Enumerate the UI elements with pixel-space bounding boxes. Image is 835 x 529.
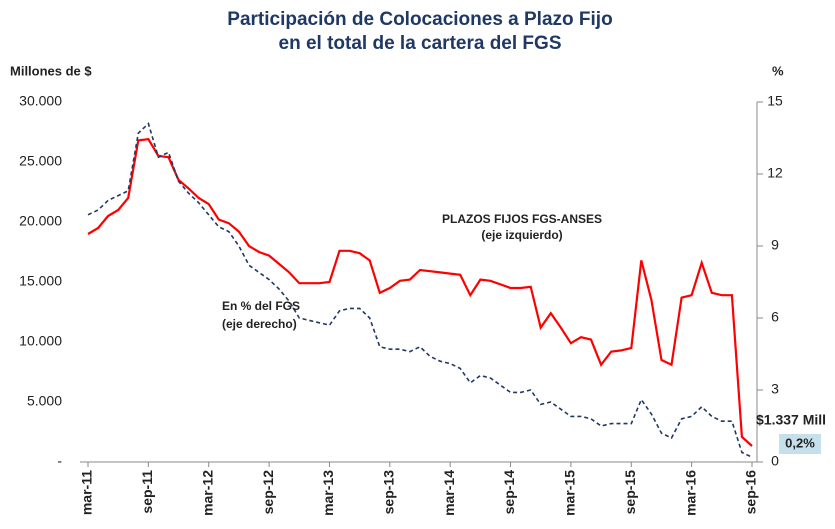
legend-note: (eje derecho) [222,317,297,331]
x-tick-label: sep-13 [381,470,397,515]
x-tick-label: mar-15 [562,470,578,516]
chart-title: Participación de Colocaciones a Plazo Fi… [227,9,612,30]
x-tick-label: sep-15 [622,470,638,515]
x-tick-label: mar-13 [320,470,336,516]
legend-label: PLAZOS FIJOS FGS-ANSES [442,212,602,226]
x-tick-label: sep-16 [743,470,759,515]
y2-tick-label: 3 [771,381,779,397]
y-tick-label: - [57,453,62,469]
y2-tick-label: 6 [771,309,779,325]
x-tick-label: mar-11 [79,470,95,515]
y2-tick-label: 15 [767,93,783,109]
data-label: $1.337 Mill [756,412,826,428]
x-tick-label: mar-14 [441,470,457,516]
y2-tick-label: 9 [771,237,779,253]
y2-tick-label: 12 [767,165,783,181]
legend-label: En % del FGS [222,299,300,313]
y-tick-label: 5.000 [27,393,62,409]
data-line [87,122,753,458]
y-axis-label: Millones de $ [10,63,92,78]
y-tick-label: 30.000 [19,93,62,109]
x-tick-label: mar-16 [682,470,698,516]
x-tick-label: sep-12 [260,470,276,515]
data-label-box [779,434,821,454]
x-tick-label: sep-11 [139,470,155,514]
y2-axis-label: % [772,63,784,78]
x-tick-label: sep-14 [501,470,517,515]
data-label: 0,2% [785,435,815,450]
y-tick-label: 10.000 [19,333,62,349]
y-tick-label: 25.000 [19,153,62,169]
y-tick-label: 15.000 [19,273,62,289]
y-tick-label: 20.000 [19,213,62,229]
y2-tick-label: 0 [771,453,779,469]
legend-note: (eje izquierdo) [481,228,562,242]
chart-title: en el total de la cartera del FGS [279,33,562,54]
x-tick-label: mar-12 [199,470,215,516]
data-line [87,138,753,447]
